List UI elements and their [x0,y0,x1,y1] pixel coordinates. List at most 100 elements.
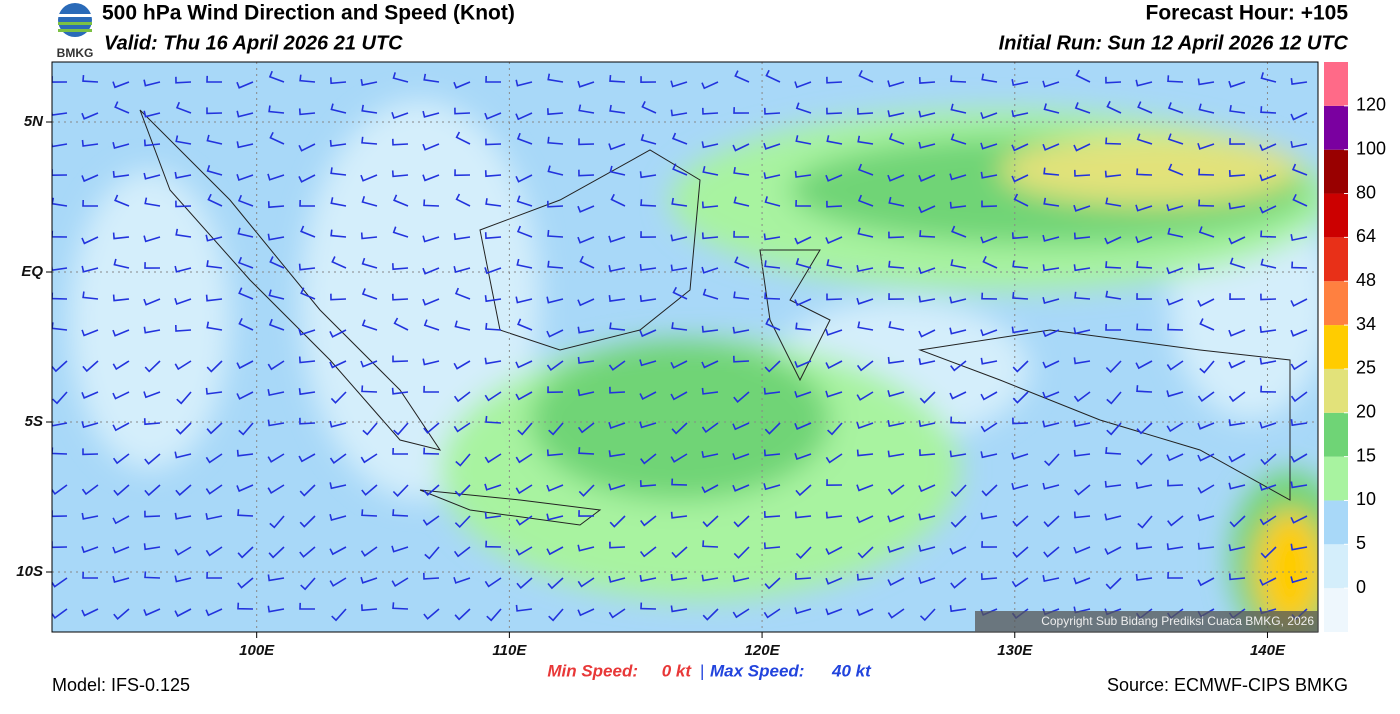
wind-barb [826,135,843,145]
wind-barb [640,199,657,207]
wind-barb [639,546,657,558]
wind-barb [1290,234,1308,242]
wind-barb [112,294,130,302]
wind-barb [236,174,254,182]
forecast-hour: Forecast Hour: +105 [1146,2,1349,25]
wind-barb [1106,422,1122,436]
colorbar-label: 15 [1356,445,1376,465]
wind-barb [236,449,254,457]
wind-barb [640,453,657,465]
wind-barb [547,229,564,238]
wind-barb [794,422,812,430]
wind-barb [361,257,378,269]
wind-barb [1167,75,1184,83]
colorbar-segment [1324,149,1348,194]
x-tick-label: 120E [745,642,781,659]
wind-barb [392,72,409,83]
wind-barb [856,265,874,273]
wind-barb [1073,264,1091,272]
wind-barb [1166,267,1184,275]
wind-barb [1197,78,1215,86]
wind-barb [112,453,130,465]
wind-barb [81,512,99,520]
wind-barb [763,542,781,550]
wind-barb [112,576,130,583]
wind-barb [547,136,564,145]
wind-barb [918,141,936,149]
wind-barb [298,328,316,336]
wind-barb [732,422,750,431]
wind-barb [981,292,998,300]
wind-barb [392,226,409,238]
wind-barb [360,546,378,557]
wind-barb [888,260,905,269]
wind-barb [981,484,998,497]
wind-barb [391,112,409,120]
wind-barb [1011,79,1029,87]
wind-barb [546,296,564,304]
colorbar-label: 20 [1356,402,1376,422]
wind-barb [1011,232,1029,240]
wind-barb [1011,110,1029,118]
wind-barb [1074,291,1091,300]
wind-barb [918,513,936,521]
colorbar-label: 100 [1356,138,1386,158]
wind-barb [268,546,285,559]
wind-barb [486,608,502,622]
wind-barb [174,575,192,583]
wind-barb [950,360,967,372]
wind-barb [1136,323,1153,331]
wind-barb [795,135,812,145]
wind-barb [267,233,285,241]
wind-barb [702,107,719,115]
wind-barb [515,296,533,304]
wind-barb [578,484,595,497]
wind-barb [1166,422,1184,433]
wind-barb [577,577,595,588]
wind-barb [144,571,161,579]
wind-barb [175,484,192,496]
wind-barb [298,356,316,364]
wind-barb [1073,577,1091,585]
wind-barb [453,576,471,584]
wind-barb [268,289,285,300]
wind-barb [608,450,626,458]
colorbar-label: 64 [1356,226,1376,246]
wind-barb [1135,360,1153,370]
wind-barb [577,326,595,334]
wind-barb [794,298,812,307]
wind-barb [1198,103,1215,114]
wind-barb [143,608,161,617]
wind-barb [1197,577,1215,587]
wind-barb [1012,391,1029,404]
wind-barb [1259,143,1277,152]
wind-barb [1043,167,1060,176]
wind-barb [795,572,812,580]
source: Source: ECMWF-CIPS BMKG [1107,675,1348,695]
wind-barb [175,228,192,238]
wind-barb [484,577,502,588]
wind-barb [733,196,750,207]
wind-barb [1073,391,1091,403]
wind-barb [1290,298,1308,307]
wind-barb [1105,447,1122,455]
wind-barb [1136,422,1153,435]
graticule: 100E 110E 120E 130E 140E 5N EQ 5S 10S [16,62,1318,659]
wind-barb [578,104,595,114]
wind-barb [1105,197,1122,207]
wind-barb [950,484,967,498]
wind-barb [1290,419,1308,427]
wind-barb [1104,170,1122,178]
wind-barb [701,232,719,240]
wind-barb [670,391,688,401]
wind-barb [392,138,409,146]
wind-barb [422,267,440,275]
wind-barb [608,295,626,303]
wind-barb [670,453,688,463]
wind-barb [112,329,130,337]
wind-barb [175,135,192,145]
wind-barb [887,450,905,458]
wind-barb [639,480,657,488]
wind-barb [267,389,285,397]
